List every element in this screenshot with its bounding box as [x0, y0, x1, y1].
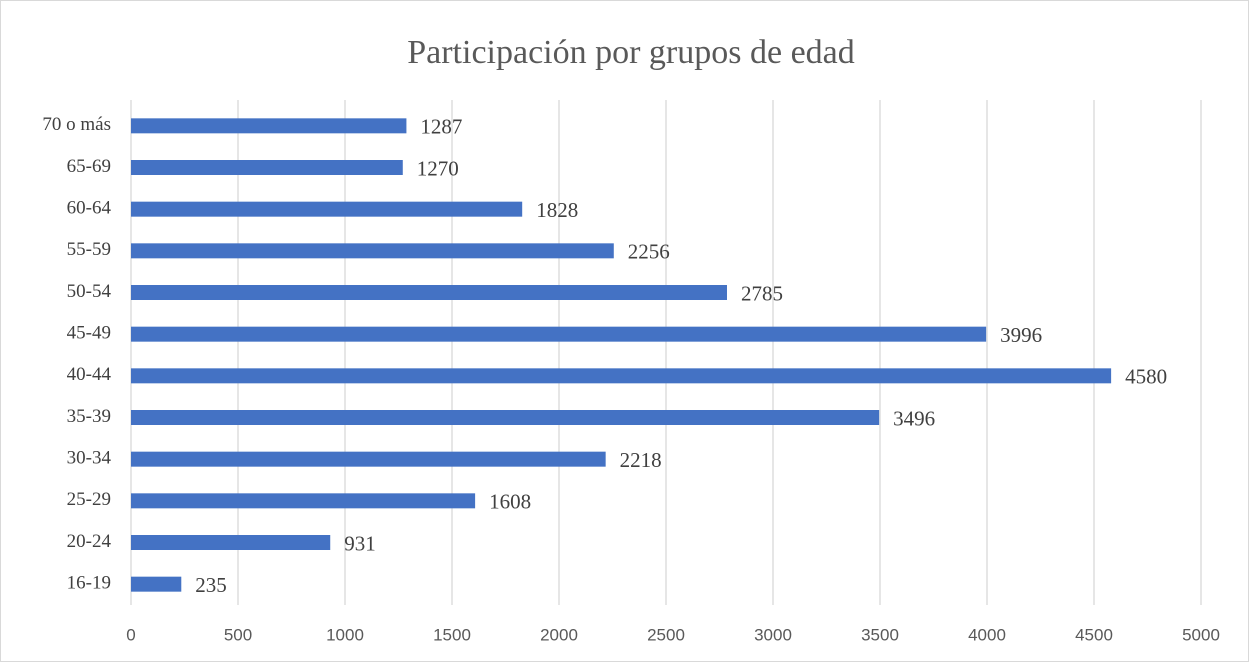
data-label: 3996 — [1000, 323, 1042, 347]
bar — [131, 410, 880, 425]
bar — [131, 535, 331, 550]
bar — [131, 285, 727, 300]
x-tick-label: 4000 — [968, 625, 1006, 644]
x-tick-label: 2000 — [540, 625, 578, 644]
chart-title: Participación por grupos de edad — [407, 34, 855, 71]
x-tick-label: 1000 — [326, 625, 364, 644]
y-tick-label: 30-34 — [67, 448, 112, 469]
x-tick-label: 1500 — [433, 625, 471, 644]
x-tick-label: 500 — [224, 625, 252, 644]
y-tick-label: 16-19 — [67, 573, 111, 594]
data-label: 3496 — [893, 406, 935, 430]
bar — [131, 368, 1112, 384]
y-tick-label: 40-44 — [67, 364, 112, 385]
y-tick-label: 35-39 — [67, 406, 111, 427]
data-label: 4580 — [1125, 365, 1167, 389]
data-label: 2218 — [620, 448, 662, 472]
y-tick-label: 65-69 — [67, 156, 111, 177]
y-tick-label: 60-64 — [67, 198, 112, 219]
x-tick-label: 2500 — [647, 625, 685, 644]
bar — [131, 493, 476, 509]
x-tick-label: 4500 — [1075, 625, 1113, 644]
bar — [131, 160, 403, 175]
data-label: 1270 — [417, 156, 459, 180]
bar — [131, 576, 182, 592]
bar — [131, 451, 606, 467]
data-label: 2256 — [628, 240, 670, 264]
data-label: 235 — [195, 573, 227, 597]
y-tick-label: 70 o más — [42, 114, 111, 135]
y-tick-label: 45-49 — [67, 323, 111, 344]
bar — [131, 118, 407, 134]
data-label: 1828 — [536, 198, 578, 222]
y-tick-label: 55-59 — [67, 239, 111, 260]
x-tick-label: 3500 — [861, 625, 899, 644]
bar — [131, 201, 523, 217]
y-tick-label: 20-24 — [67, 531, 112, 552]
data-label: 931 — [344, 531, 376, 555]
x-tick-label: 0 — [126, 625, 135, 644]
data-label: 1608 — [489, 490, 531, 514]
x-tick-label: 5000 — [1182, 625, 1220, 644]
y-tick-label: 50-54 — [67, 281, 112, 302]
data-label: 1287 — [420, 115, 462, 139]
bar — [131, 326, 987, 342]
x-tick-label: 3000 — [754, 625, 792, 644]
bar — [131, 243, 614, 259]
y-tick-label: 25-29 — [67, 489, 111, 510]
data-label: 2785 — [741, 281, 783, 305]
